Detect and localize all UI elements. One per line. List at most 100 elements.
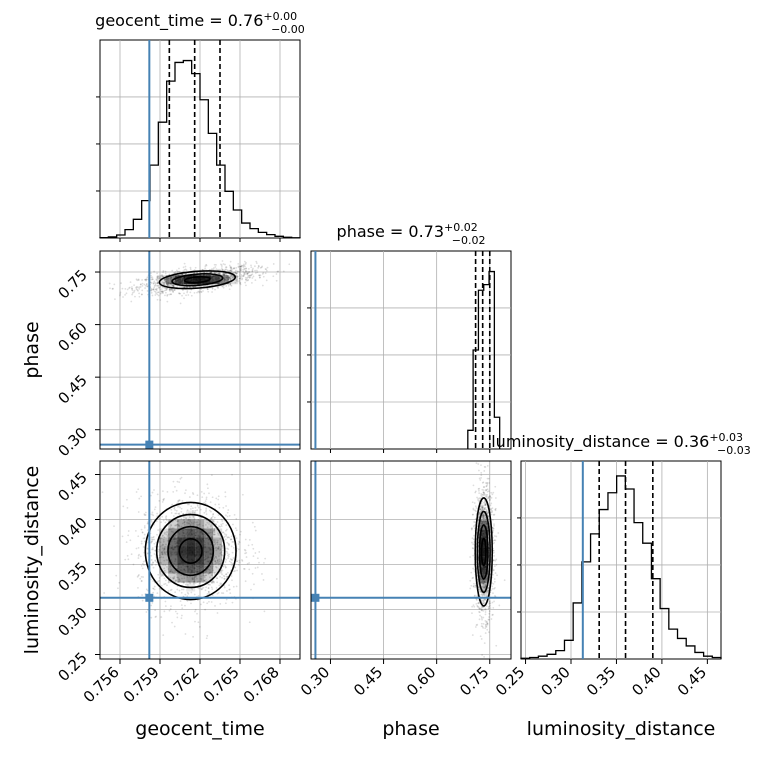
scatter-point	[172, 284, 175, 287]
scatter-point	[176, 523, 179, 526]
scatter-point	[214, 560, 217, 563]
scatter-point	[156, 277, 159, 280]
scatter-point	[174, 534, 177, 537]
scatter-point	[239, 269, 242, 272]
scatter-point	[196, 581, 199, 584]
scatter-point	[226, 541, 229, 544]
scatter-point	[196, 525, 199, 527]
scatter-point	[165, 289, 167, 292]
scatter-point	[162, 271, 164, 274]
scatter-point	[210, 582, 213, 584]
scatter-point	[189, 508, 192, 510]
scatter-point	[264, 557, 267, 560]
scatter-point	[261, 284, 264, 287]
scatter-point	[194, 610, 196, 613]
scatter-point	[258, 551, 261, 553]
scatter-point	[140, 579, 143, 582]
scatter-point	[129, 281, 132, 284]
scatter-point	[145, 283, 148, 286]
scatter-point	[155, 289, 158, 292]
scatter-point	[485, 518, 488, 521]
scatter-point	[216, 539, 219, 542]
scatter-point	[255, 262, 258, 265]
scatter-point	[494, 559, 497, 562]
scatter-point	[195, 521, 197, 524]
scatter-point	[493, 524, 495, 527]
scatter-point	[482, 602, 485, 605]
scatter-point	[197, 621, 200, 624]
scatter-point	[470, 584, 473, 587]
scatter-point	[223, 278, 226, 281]
x-tick-label: 0.45	[350, 663, 386, 699]
scatter-point	[170, 276, 173, 279]
scatter-point	[238, 277, 241, 280]
scatter-point	[220, 551, 223, 554]
scatter-point	[175, 509, 178, 512]
scatter-point	[490, 509, 492, 511]
scatter-point	[225, 573, 228, 575]
scatter-point	[168, 284, 170, 287]
scatter-point	[186, 286, 188, 288]
scatter-point	[215, 566, 218, 569]
scatter-point	[167, 520, 170, 523]
scatter-point	[231, 559, 234, 561]
scatter-point	[174, 288, 176, 291]
scatter-point	[246, 272, 249, 275]
scatter-point	[172, 290, 174, 293]
y-axis-label-luminosity_distance: luminosity_distance	[21, 466, 43, 655]
scatter-point	[249, 274, 252, 277]
scatter-point	[163, 283, 166, 286]
scatter-point	[139, 283, 142, 286]
scatter-point	[158, 286, 160, 289]
scatter-point	[480, 606, 483, 609]
scatter-point	[223, 278, 226, 281]
scatter-point	[162, 556, 165, 559]
scatter-point	[170, 527, 173, 530]
scatter-point	[154, 616, 157, 618]
title-plus: +0.02	[444, 221, 478, 234]
scatter-point	[240, 267, 243, 270]
scatter-point	[482, 575, 485, 578]
scatter-point	[231, 564, 234, 567]
scatter-point	[485, 509, 488, 512]
scatter-point	[207, 573, 210, 575]
scatter-point	[188, 522, 191, 525]
scatter-point	[248, 562, 251, 564]
scatter-point	[213, 531, 216, 534]
scatter-point	[210, 516, 213, 519]
scatter-point	[122, 296, 124, 298]
contour-1	[171, 273, 224, 287]
scatter-point	[108, 282, 111, 285]
scatter-point	[212, 569, 214, 571]
scatter-point	[221, 545, 223, 547]
scatter-point	[221, 273, 224, 276]
density-block	[186, 528, 196, 538]
scatter-point	[162, 563, 164, 566]
scatter-point	[248, 274, 251, 277]
density-block	[195, 537, 205, 547]
scatter-point	[196, 523, 199, 526]
scatter-point	[172, 531, 174, 533]
scatter-point	[181, 577, 183, 580]
scatter-point	[243, 264, 245, 267]
histogram-luminosity_distance	[520, 475, 722, 659]
scatter-point	[243, 263, 245, 266]
scatter-point	[177, 524, 180, 527]
scatter-point	[254, 529, 257, 532]
scatter-point	[482, 600, 485, 603]
scatter-point	[187, 518, 190, 521]
scatter-point	[475, 462, 478, 465]
scatter-point	[152, 282, 155, 285]
density-block	[213, 528, 223, 538]
scatter-point	[238, 561, 241, 564]
scatter-point	[178, 270, 181, 273]
scatter-point	[235, 537, 238, 540]
scatter-point	[244, 265, 246, 268]
scatter-point	[163, 610, 166, 613]
scatter-point	[232, 275, 235, 278]
scatter-point	[223, 273, 226, 276]
scatter-point	[207, 290, 210, 293]
scatter-point	[164, 545, 166, 548]
scatter-point	[472, 585, 475, 587]
scatter-point	[198, 626, 201, 628]
